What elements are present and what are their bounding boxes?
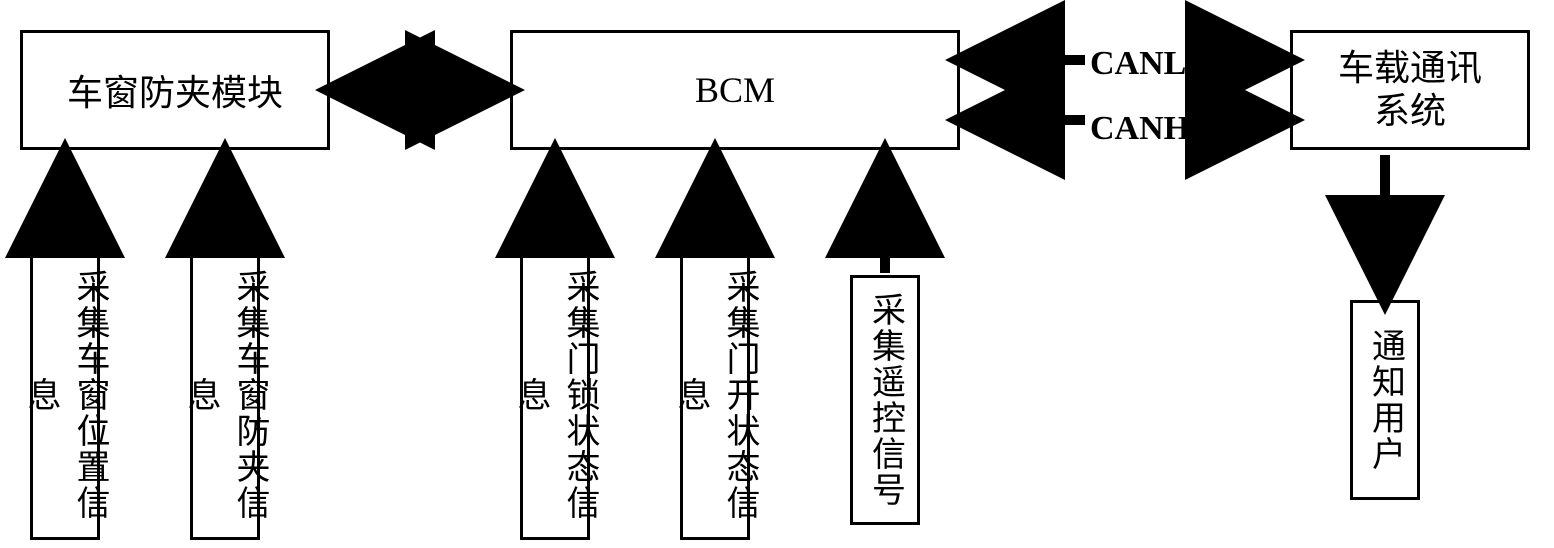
node-collect-window-pos: 采集车窗位置信息 bbox=[30, 250, 100, 540]
node-collect-remote: 采集遥控信号 bbox=[850, 275, 920, 525]
diagram-canvas: 车窗防夹模块 BCM 车载通讯 系统 LIN CANL CANH 采集车窗位置信… bbox=[0, 0, 1554, 548]
node-label: 采集车窗防夹信息 bbox=[176, 253, 274, 537]
node-telematics: 车载通讯 系统 bbox=[1290, 30, 1530, 150]
node-collect-window-antipinch: 采集车窗防夹信息 bbox=[190, 250, 260, 540]
node-label: 采集门锁状态信息 bbox=[506, 253, 604, 537]
node-collect-lock-state: 采集门锁状态信息 bbox=[520, 250, 590, 540]
node-label: 采集遥控信号 bbox=[861, 292, 910, 508]
node-window-antipinch: 车窗防夹模块 bbox=[20, 30, 330, 150]
node-label: 采集车窗位置信息 bbox=[16, 253, 114, 537]
node-label: 车窗防夹模块 bbox=[67, 64, 283, 116]
node-label: BCM bbox=[695, 69, 775, 111]
node-notify-user: 通知用户 bbox=[1350, 300, 1420, 500]
node-label: 采集门开状态信息 bbox=[666, 253, 764, 537]
node-label: 通知用户 bbox=[1361, 328, 1410, 472]
node-bcm: BCM bbox=[510, 30, 960, 150]
node-label: 车载通讯 系统 bbox=[1338, 47, 1482, 133]
bus-label-canl: CANL bbox=[1090, 45, 1186, 83]
node-collect-door-open: 采集门开状态信息 bbox=[680, 250, 750, 540]
bus-label-lin: LIN bbox=[400, 70, 460, 108]
bus-label-canh: CANH bbox=[1090, 110, 1190, 148]
